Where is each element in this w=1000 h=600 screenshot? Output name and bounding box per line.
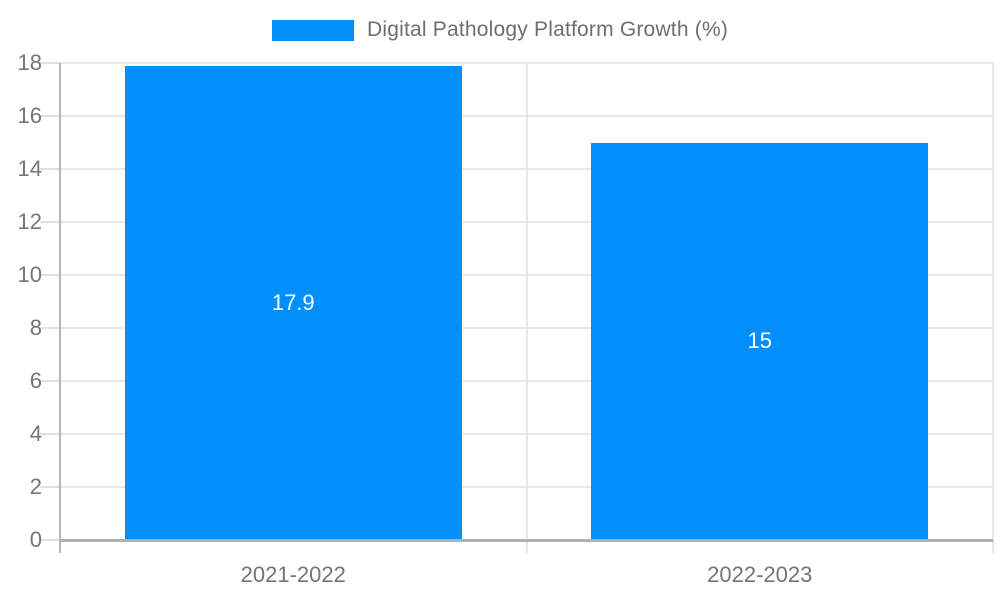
x-axis-line <box>60 539 993 542</box>
y-tick <box>40 539 60 541</box>
y-tick <box>40 221 60 223</box>
y-tick-label: 14 <box>17 156 42 181</box>
plot-area: 17.9 15 <box>40 62 994 553</box>
y-tick <box>40 115 60 117</box>
x-gridline <box>992 63 994 553</box>
y-tick-label: 10 <box>17 262 42 287</box>
y-tick-label: 0 <box>29 527 42 552</box>
y-tick <box>40 380 60 382</box>
y-axis-line <box>59 63 61 553</box>
bar-value-label: 15 <box>747 328 772 354</box>
x-axis-label: 2021-2022 <box>240 562 346 587</box>
y-tick-label: 6 <box>29 368 42 393</box>
y-tick-label: 4 <box>29 421 42 446</box>
y-tick <box>40 274 60 276</box>
x-axis-label: 2022-2023 <box>707 562 813 587</box>
bar-value-label: 17.9 <box>271 289 315 315</box>
x-gridline <box>525 63 528 553</box>
bar[interactable]: 15 <box>591 142 929 540</box>
y-tick <box>40 486 60 488</box>
bar[interactable]: 17.9 <box>124 65 462 540</box>
y-tick-label: 8 <box>29 315 42 340</box>
y-tick-label: 12 <box>17 209 42 234</box>
y-tick <box>40 327 60 329</box>
legend-label: Digital Pathology Platform Growth (%) <box>366 18 729 41</box>
y-tick-label: 2 <box>29 474 42 499</box>
y-tick-label: 16 <box>17 103 42 128</box>
legend-item[interactable]: Digital Pathology Platform Growth (%) <box>0 18 1000 42</box>
y-tick <box>40 168 60 170</box>
y-tick <box>40 62 60 64</box>
y-tick <box>40 433 60 435</box>
legend-swatch-icon <box>271 19 354 41</box>
y-tick-label: 18 <box>17 50 42 75</box>
